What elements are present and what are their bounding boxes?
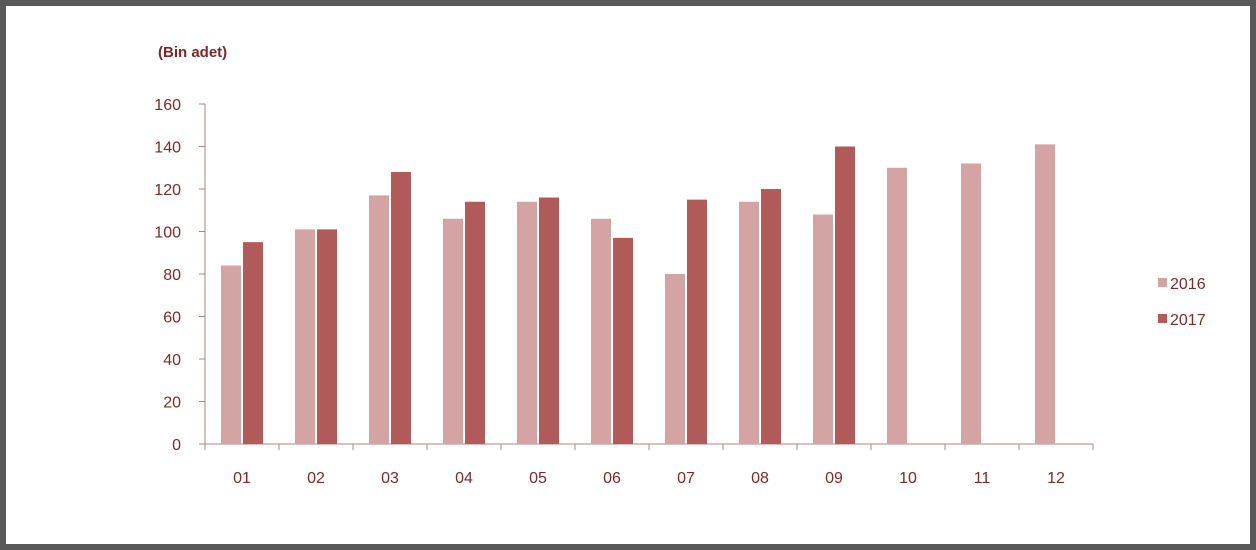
x-tick-label: 12 [1047,470,1065,487]
bar-2017-03 [391,172,411,444]
y-tick-label: 40 [163,352,181,369]
x-tick-label: 08 [751,470,769,487]
x-tick-label: 01 [233,470,251,487]
bar-2016-02 [295,229,315,444]
legend-label-2016: 2016 [1170,276,1206,293]
bar-2017-09 [835,146,855,444]
axes: 0 20 40 60 80 100 120 140 160 01 02 03 04 05 06 07 08 09 1… [154,97,1094,487]
bar-2016-01 [221,265,241,444]
y-tick-label: 80 [163,267,181,284]
y-tick-label: 20 [163,395,181,412]
y-tick-label: 100 [154,225,181,242]
y-tick-label: 60 [163,310,181,327]
bar-2017-02 [317,229,337,444]
bar-2016-04 [443,218,463,444]
x-tick-label: 03 [381,470,399,487]
x-tick-label: 11 [974,470,991,487]
x-tick-label: 09 [825,470,843,487]
bar-2016-12 [1035,144,1055,444]
bar-2017-06 [613,237,633,444]
bar-2017-07 [687,199,707,444]
x-tick-label: 02 [307,470,325,487]
y-tick-label: 0 [172,437,181,454]
bars [221,144,1055,444]
unit-label: (Bin adet) [158,44,227,61]
legend-swatch-2017 [1158,314,1167,323]
bar-2016-03 [369,195,389,444]
bar-2016-06 [591,218,611,444]
legend-label-2017: 2017 [1170,312,1206,329]
bar-2016-08 [739,201,759,444]
bar-2017-01 [243,242,263,444]
x-tick-label: 06 [603,470,621,487]
x-tick-label: 04 [455,470,473,487]
y-tick-label: 160 [154,97,181,114]
bar-2017-05 [539,197,559,444]
y-tick-label: 140 [154,140,181,157]
x-tick-label: 05 [529,470,547,487]
y-tick-label: 120 [154,182,181,199]
bar-2016-05 [517,201,537,444]
bar-2016-10 [887,167,907,444]
bar-2016-07 [665,274,685,444]
bar-2016-11 [961,163,981,444]
bar-2017-08 [761,189,781,444]
legend-swatch-2016 [1158,278,1167,287]
x-tick-label: 07 [677,470,695,487]
legend: 2016 2017 [1158,276,1206,329]
x-tick-label: 10 [899,470,917,487]
bar-2016-09 [813,214,833,444]
bar-2017-04 [465,201,485,444]
